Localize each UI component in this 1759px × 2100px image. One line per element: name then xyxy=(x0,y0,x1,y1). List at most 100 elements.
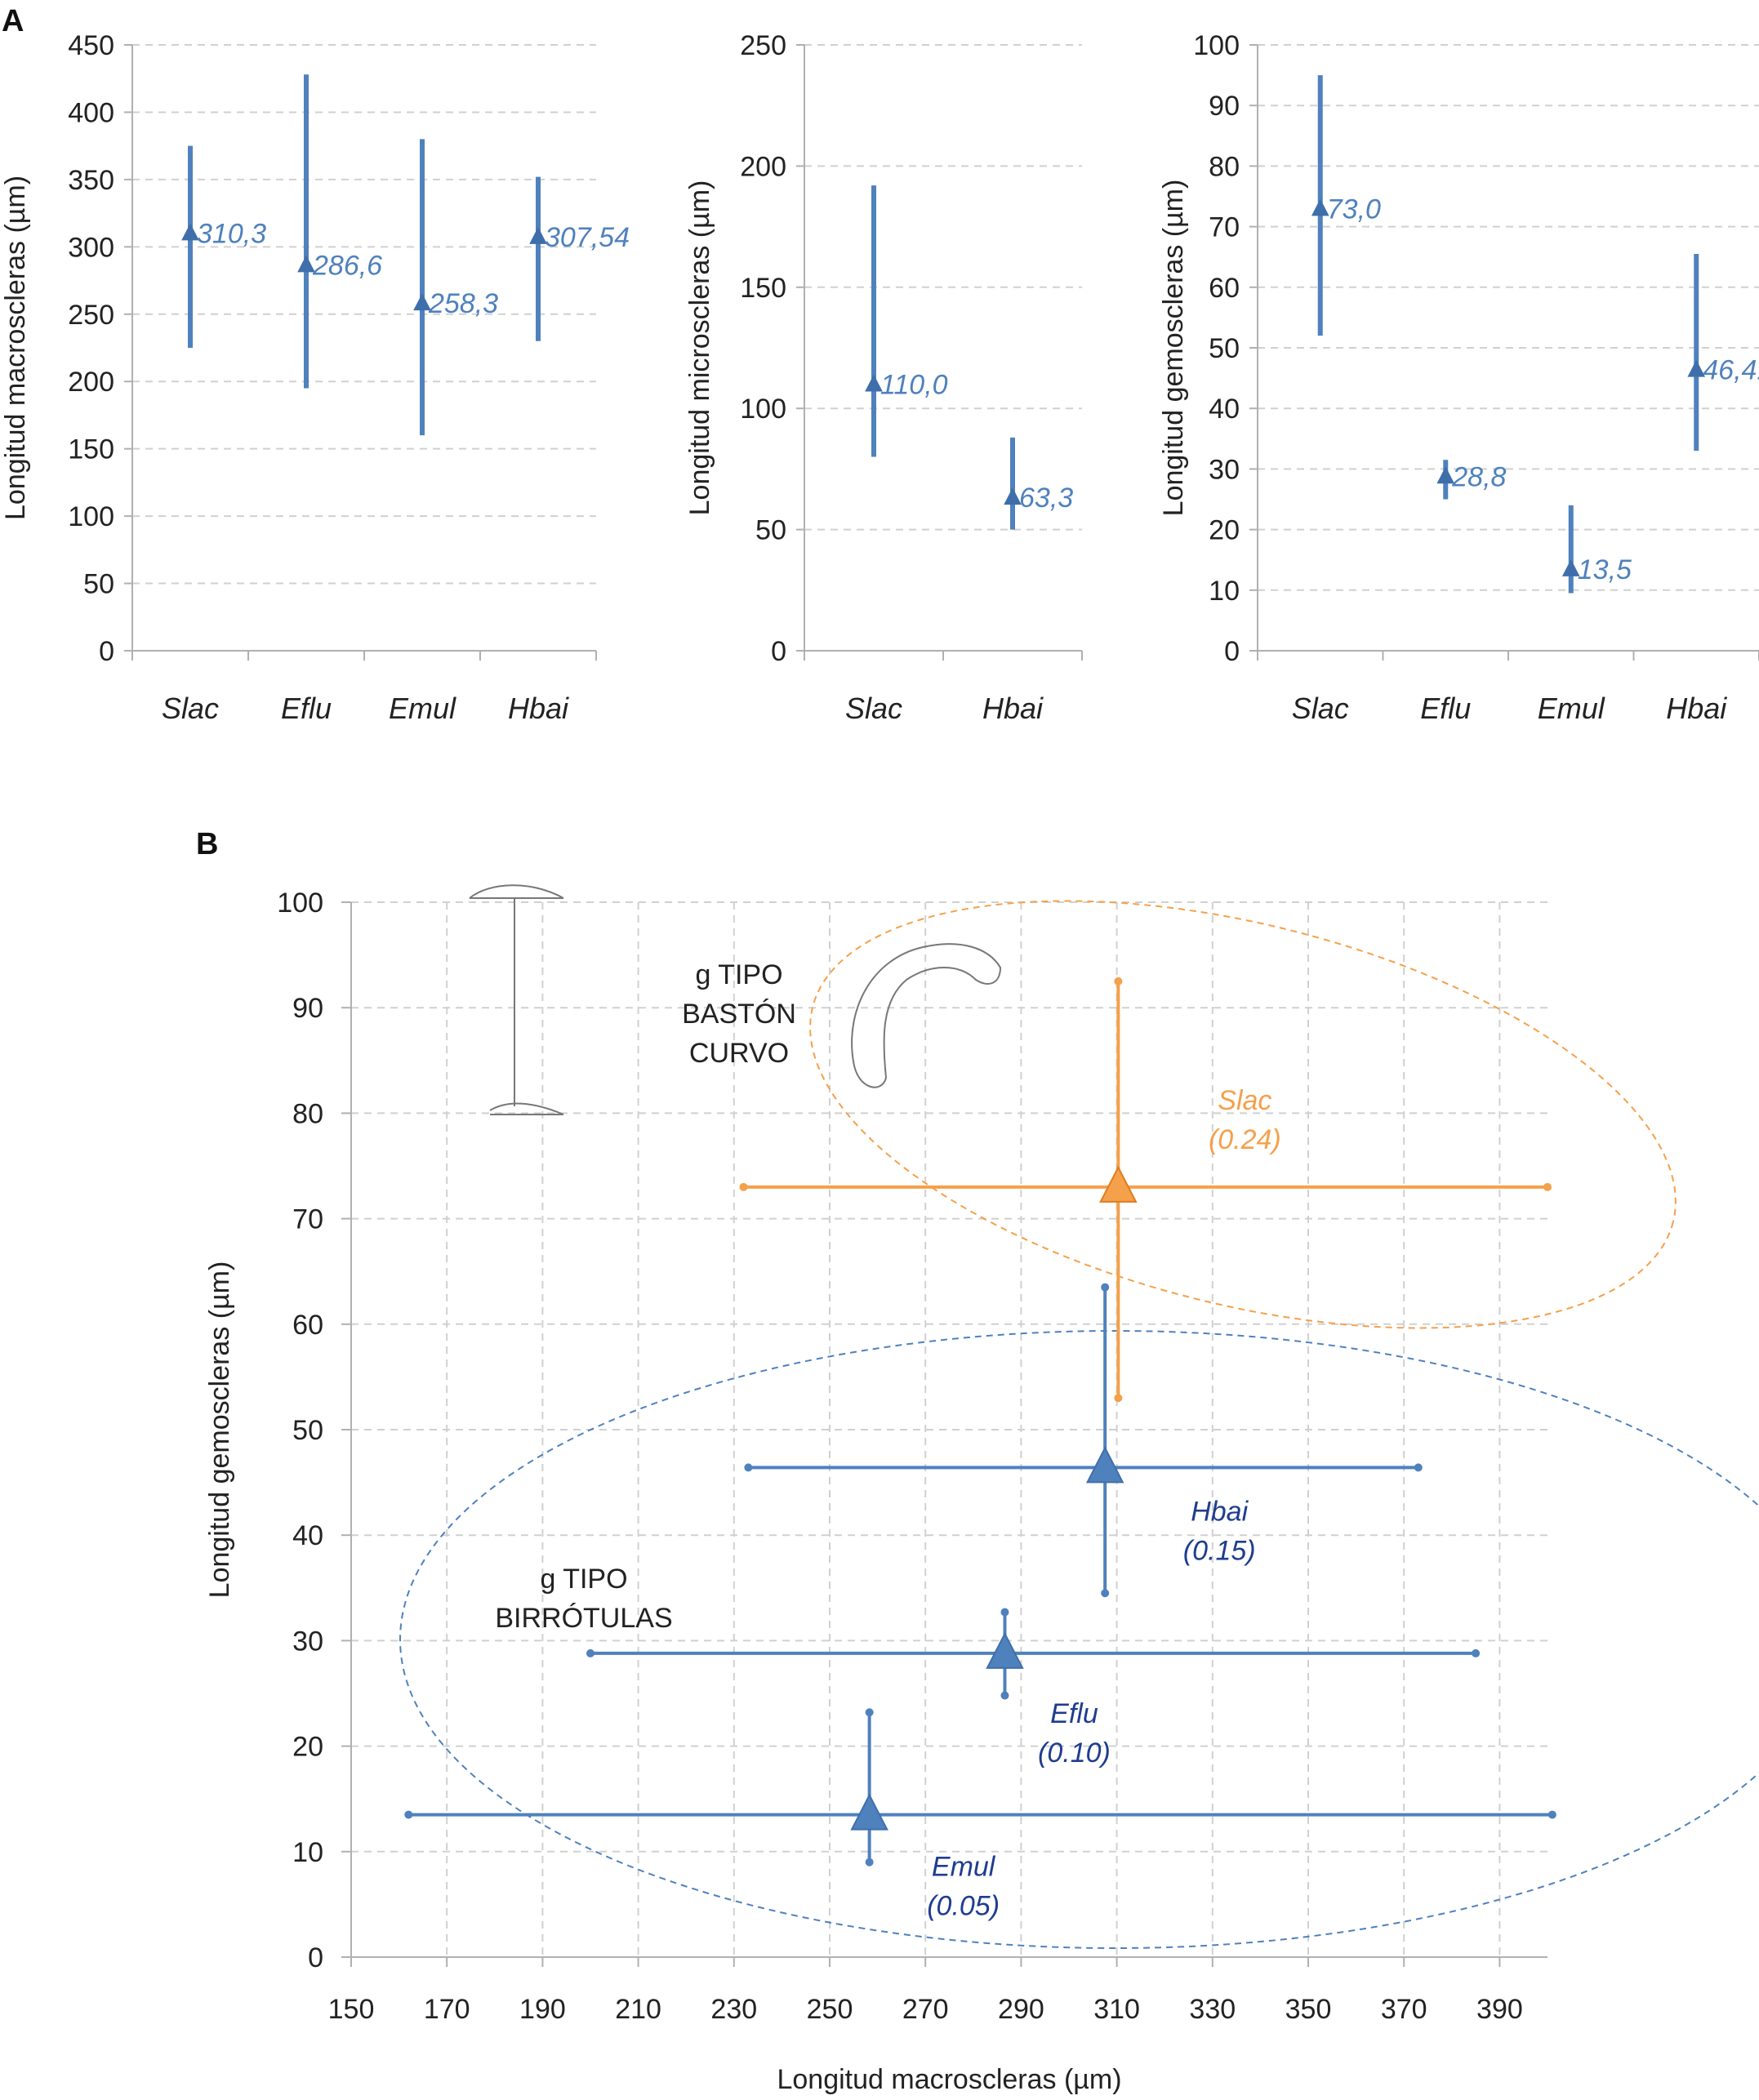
category-label-gemo-Hbai: Hbai xyxy=(1666,692,1727,725)
category-label-macro-Eflu: Eflu xyxy=(281,692,332,725)
mean-marker-macro-Emul xyxy=(413,293,431,311)
b-x-tick-370: 370 xyxy=(1381,1994,1427,2025)
y-axis-title-gemo: Longitud gemoscleras (µm) xyxy=(1158,180,1189,517)
value-label-macro-Slac: 310,3 xyxy=(197,218,266,249)
point-ratio-Slac: (0.24) xyxy=(1209,1124,1281,1155)
b-y-axis-title: Longitud gemoscleras (µm) xyxy=(204,1261,235,1599)
baston-curvo-drawing xyxy=(851,943,1002,1088)
b-y-tick-100: 100 xyxy=(277,888,323,919)
bar-cap-Emul-2 xyxy=(865,1858,874,1866)
category-label-micro-Hbai: Hbai xyxy=(982,692,1044,725)
mean-marker-macro-Slac xyxy=(181,223,199,241)
value-label-macro-Eflu: 286,6 xyxy=(312,250,382,281)
y-tick-macro-100: 100 xyxy=(68,501,114,532)
b-y-tick-20: 20 xyxy=(292,1732,323,1763)
b-x-axis-title: Longitud macroscleras (µm) xyxy=(777,2064,1121,2095)
b-x-tick-270: 270 xyxy=(902,1994,949,2025)
y-tick-macro-50: 50 xyxy=(83,569,114,600)
category-label-macro-Hbai: Hbai xyxy=(508,692,569,725)
bar-cap-Emul-1 xyxy=(1547,1810,1556,1819)
mean-marker-macro-Hbai xyxy=(529,226,547,244)
b-x-tick-230: 230 xyxy=(710,1994,757,2025)
y-tick-macro-450: 450 xyxy=(68,30,114,61)
y-tick-micro-200: 200 xyxy=(740,151,786,182)
b-y-tick-0: 0 xyxy=(308,1942,323,1973)
value-label-macro-Hbai: 307,54 xyxy=(545,222,630,253)
y-tick-gemo-70: 70 xyxy=(1209,212,1240,243)
y-tick-gemo-80: 80 xyxy=(1209,151,1240,182)
value-label-gemo-Slac: 73,0 xyxy=(1327,194,1381,225)
category-label-gemo-Emul: Emul xyxy=(1538,692,1605,725)
y-tick-micro-100: 100 xyxy=(740,394,786,425)
bar-cap-Eflu-1 xyxy=(1472,1648,1481,1657)
y-axis-title-micro: Longitud microscleras (µm) xyxy=(684,180,715,516)
ellipse-birrotulas xyxy=(399,1330,1759,1949)
bar-cap-Eflu-3 xyxy=(1000,1608,1009,1617)
group-label-baston-curvo-line-2: CURVO xyxy=(689,1038,789,1069)
y-tick-macro-400: 400 xyxy=(68,97,114,128)
mean-marker-macro-Eflu xyxy=(297,255,315,273)
y-axis-title-macro: Longitud macroscleras (µm) xyxy=(0,176,31,520)
b-y-tick-40: 40 xyxy=(292,1520,323,1551)
mean-marker-micro-Slac xyxy=(865,374,883,392)
bar-cap-Slac-0 xyxy=(739,1182,748,1191)
b-x-tick-330: 330 xyxy=(1189,1994,1236,2025)
b-x-tick-250: 250 xyxy=(807,1994,853,2025)
y-tick-gemo-100: 100 xyxy=(1193,30,1240,61)
b-y-tick-80: 80 xyxy=(292,1098,323,1129)
bar-cap-Hbai-1 xyxy=(1414,1463,1423,1472)
b-x-tick-290: 290 xyxy=(998,1994,1044,2025)
y-tick-macro-200: 200 xyxy=(68,367,114,398)
category-label-gemo-Slac: Slac xyxy=(1292,692,1349,725)
b-x-tick-310: 310 xyxy=(1093,1994,1140,2025)
value-label-gemo-Eflu: 28,8 xyxy=(1451,461,1506,492)
b-x-tick-190: 190 xyxy=(519,1994,566,2025)
bar-cap-Emul-3 xyxy=(865,1708,874,1717)
b-y-tick-10: 10 xyxy=(292,1837,323,1868)
point-label-Eflu: Eflu xyxy=(1050,1698,1098,1729)
bar-cap-Emul-0 xyxy=(404,1810,413,1819)
b-y-tick-50: 50 xyxy=(292,1415,323,1446)
value-label-gemo-Hbai: 46,41 xyxy=(1703,355,1759,386)
y-tick-macro-0: 0 xyxy=(99,636,114,667)
bar-cap-Eflu-2 xyxy=(1000,1691,1009,1700)
bar-cap-Slac-3 xyxy=(1114,977,1123,985)
b-y-tick-30: 30 xyxy=(292,1626,323,1657)
category-label-micro-Slac: Slac xyxy=(845,692,902,725)
b-y-tick-70: 70 xyxy=(292,1204,323,1235)
y-tick-gemo-10: 10 xyxy=(1209,576,1240,607)
y-tick-gemo-40: 40 xyxy=(1209,394,1240,425)
category-label-gemo-Eflu: Eflu xyxy=(1420,692,1471,725)
point-label-Slac: Slac xyxy=(1218,1085,1271,1116)
point-ratio-Hbai: (0.15) xyxy=(1183,1535,1256,1566)
point-Slac xyxy=(1099,1165,1138,1203)
chart-scatter-macro-vs-gemo: 0 10 20 30 40 50 60 70 80 90 100 150 170 190 210 230 250… xyxy=(204,884,1759,2095)
group-label-baston-curvo-line-1: BASTÓN xyxy=(682,999,796,1030)
y-tick-micro-0: 0 xyxy=(771,636,786,667)
bar-cap-Slac-1 xyxy=(1543,1182,1552,1191)
mean-marker-micro-Hbai xyxy=(1004,487,1022,505)
mean-marker-gemo-Slac xyxy=(1311,198,1329,216)
y-tick-macro-150: 150 xyxy=(68,434,114,465)
y-tick-micro-50: 50 xyxy=(755,515,786,546)
bar-cap-Hbai-2 xyxy=(1101,1589,1110,1598)
b-x-tick-390: 390 xyxy=(1476,1994,1523,2025)
b-y-tick-90: 90 xyxy=(292,993,323,1024)
point-Eflu xyxy=(986,1631,1024,1669)
point-label-Hbai: Hbai xyxy=(1191,1496,1249,1527)
point-Hbai xyxy=(1085,1446,1124,1484)
mean-marker-gemo-Emul xyxy=(1561,558,1580,576)
y-tick-gemo-60: 60 xyxy=(1209,273,1240,304)
y-tick-macro-300: 300 xyxy=(68,232,114,263)
category-label-macro-Slac: Slac xyxy=(162,692,219,725)
chart-gemoscleras: 0 10 20 30 40 50 60 70 80 90 100 Longitud gemoscler… xyxy=(1158,30,1759,725)
b-y-tick-60: 60 xyxy=(292,1310,323,1341)
chart-microscleras: 0 50 100 150 200 250 Longitud microscleras (µm… xyxy=(684,30,1083,725)
y-tick-macro-250: 250 xyxy=(68,300,114,331)
panel-label-b: B xyxy=(196,827,218,861)
y-tick-gemo-20: 20 xyxy=(1209,515,1240,546)
value-label-gemo-Emul: 13,5 xyxy=(1578,554,1632,585)
point-ratio-Eflu: (0.10) xyxy=(1038,1737,1111,1769)
chart-macroscleras: 0 50 100 150 200 250 300 350 400 450 Longitud macr… xyxy=(0,30,630,725)
